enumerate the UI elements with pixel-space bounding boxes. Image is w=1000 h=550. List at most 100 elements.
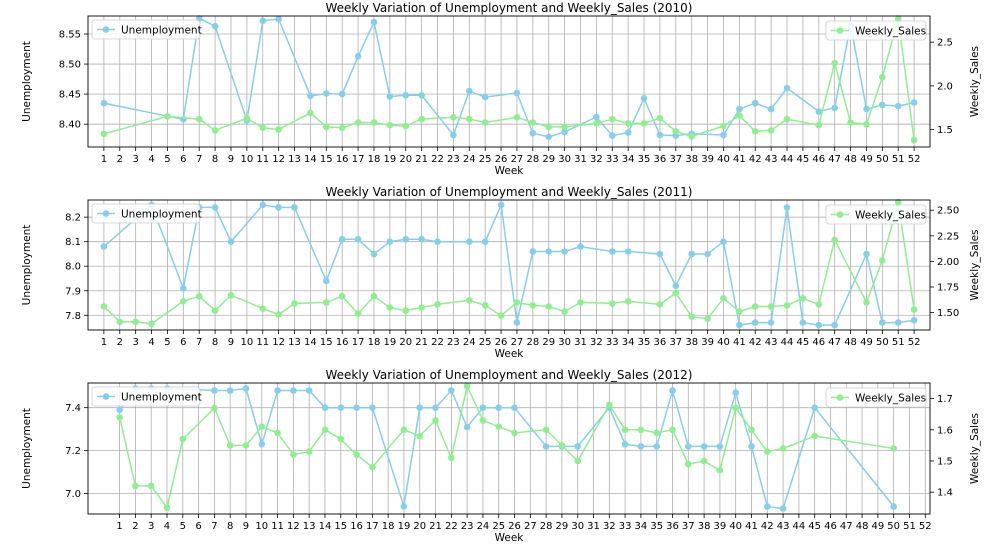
data-point [511,404,518,412]
data-point [148,320,155,328]
data-point [831,59,838,67]
data-point [624,248,632,255]
x-tick-label: 18 [382,521,395,532]
data-point [910,99,918,106]
data-point [211,387,218,394]
data-point [783,204,791,211]
data-point [227,291,235,299]
y-left-axis-label: Unemployment [21,41,33,122]
data-point [720,131,727,139]
data-point [606,401,613,409]
data-point [211,204,219,211]
data-point [100,130,108,138]
data-point [656,301,664,308]
data-point [653,429,660,437]
series-weekly-sales [116,382,897,512]
data-point [815,301,823,308]
data-point [337,404,345,412]
data-point [545,123,552,131]
data-point [163,504,171,512]
data-point [561,308,568,315]
x-tick-label: 38 [685,337,698,348]
x-tick-label: 48 [844,337,857,348]
data-point [720,238,727,245]
data-point [910,316,918,324]
y-left-tick-label: 7.8 [65,311,81,322]
data-point [418,115,425,123]
data-point [545,248,552,255]
data-point [432,404,439,412]
data-point [211,22,219,30]
data-point [700,443,708,450]
data-point [354,53,362,60]
data-point [259,17,267,25]
data-point [418,235,425,243]
x-tick-label: 11 [256,337,269,348]
data-point [479,417,487,424]
data-point [545,303,552,310]
data-point [513,299,521,306]
legend-marker [102,210,110,217]
y-right-axis-label: Weekly_Sales [969,46,981,117]
x-tick-label: 52 [908,154,921,165]
legend-marker [836,394,844,401]
x-tick-label: 15 [334,521,347,532]
x-tick-label: 45 [797,337,810,348]
data-point [685,460,692,468]
x-tick-label: 11 [256,154,269,165]
axes-frame [87,15,931,148]
x-tick-label: 43 [765,154,778,165]
data-point [497,201,505,209]
data-point [321,404,329,412]
x-tick-label: 49 [860,154,873,165]
x-tick-label: 44 [781,337,794,348]
y-right-tick-label: 2.50 [937,206,959,217]
data-point [400,503,408,510]
data-point [894,319,902,326]
data-point [274,387,281,394]
data-point [258,423,266,431]
data-point [370,250,378,258]
data-point [624,120,632,127]
x-tick-label: 3 [132,154,138,165]
data-point [370,18,378,26]
legend-label: Weekly_Sales [855,210,926,222]
data-point [811,432,818,440]
chart-panel-1: 1 2 3 4 5 6 7 8 9 10 11 12 13 14 15 16 17 18 19 20 21 22 23 24 2… [21,1,981,177]
data-point [716,443,724,450]
x-tick-label: 7 [196,154,202,165]
data-point [448,387,455,394]
data-point [672,282,680,290]
data-point [669,387,676,394]
x-tick-label: 46 [824,521,837,532]
data-point [450,114,457,121]
x-tick-label: 23 [461,521,474,532]
x-tick-label: 50 [876,337,889,348]
data-point [432,417,439,424]
data-point [736,321,743,329]
data-point [736,308,743,315]
data-point [354,119,362,126]
data-point [529,119,537,126]
legend-label: Weekly_Sales [855,26,926,38]
x-tick-label: 14 [319,521,332,532]
x-tick-label: 19 [383,154,396,165]
x-tick-label: 20 [399,337,412,348]
data-point [672,128,680,135]
x-axis-label: Week [495,165,525,177]
data-point [100,243,108,250]
x-tick-label: 12 [272,154,285,165]
x-tick-label: 36 [654,154,667,165]
x-tick-label: 22 [431,154,444,165]
data-point [275,204,282,211]
x-tick-label: 13 [288,337,301,348]
data-point [748,443,755,450]
data-point [369,404,376,412]
x-axis-label: Week [495,532,525,544]
data-point [275,15,282,23]
x-tick-label: 51 [892,154,905,165]
x-tick-label: 28 [540,521,553,532]
x-tick-label: 26 [495,337,508,348]
data-point [609,115,616,123]
